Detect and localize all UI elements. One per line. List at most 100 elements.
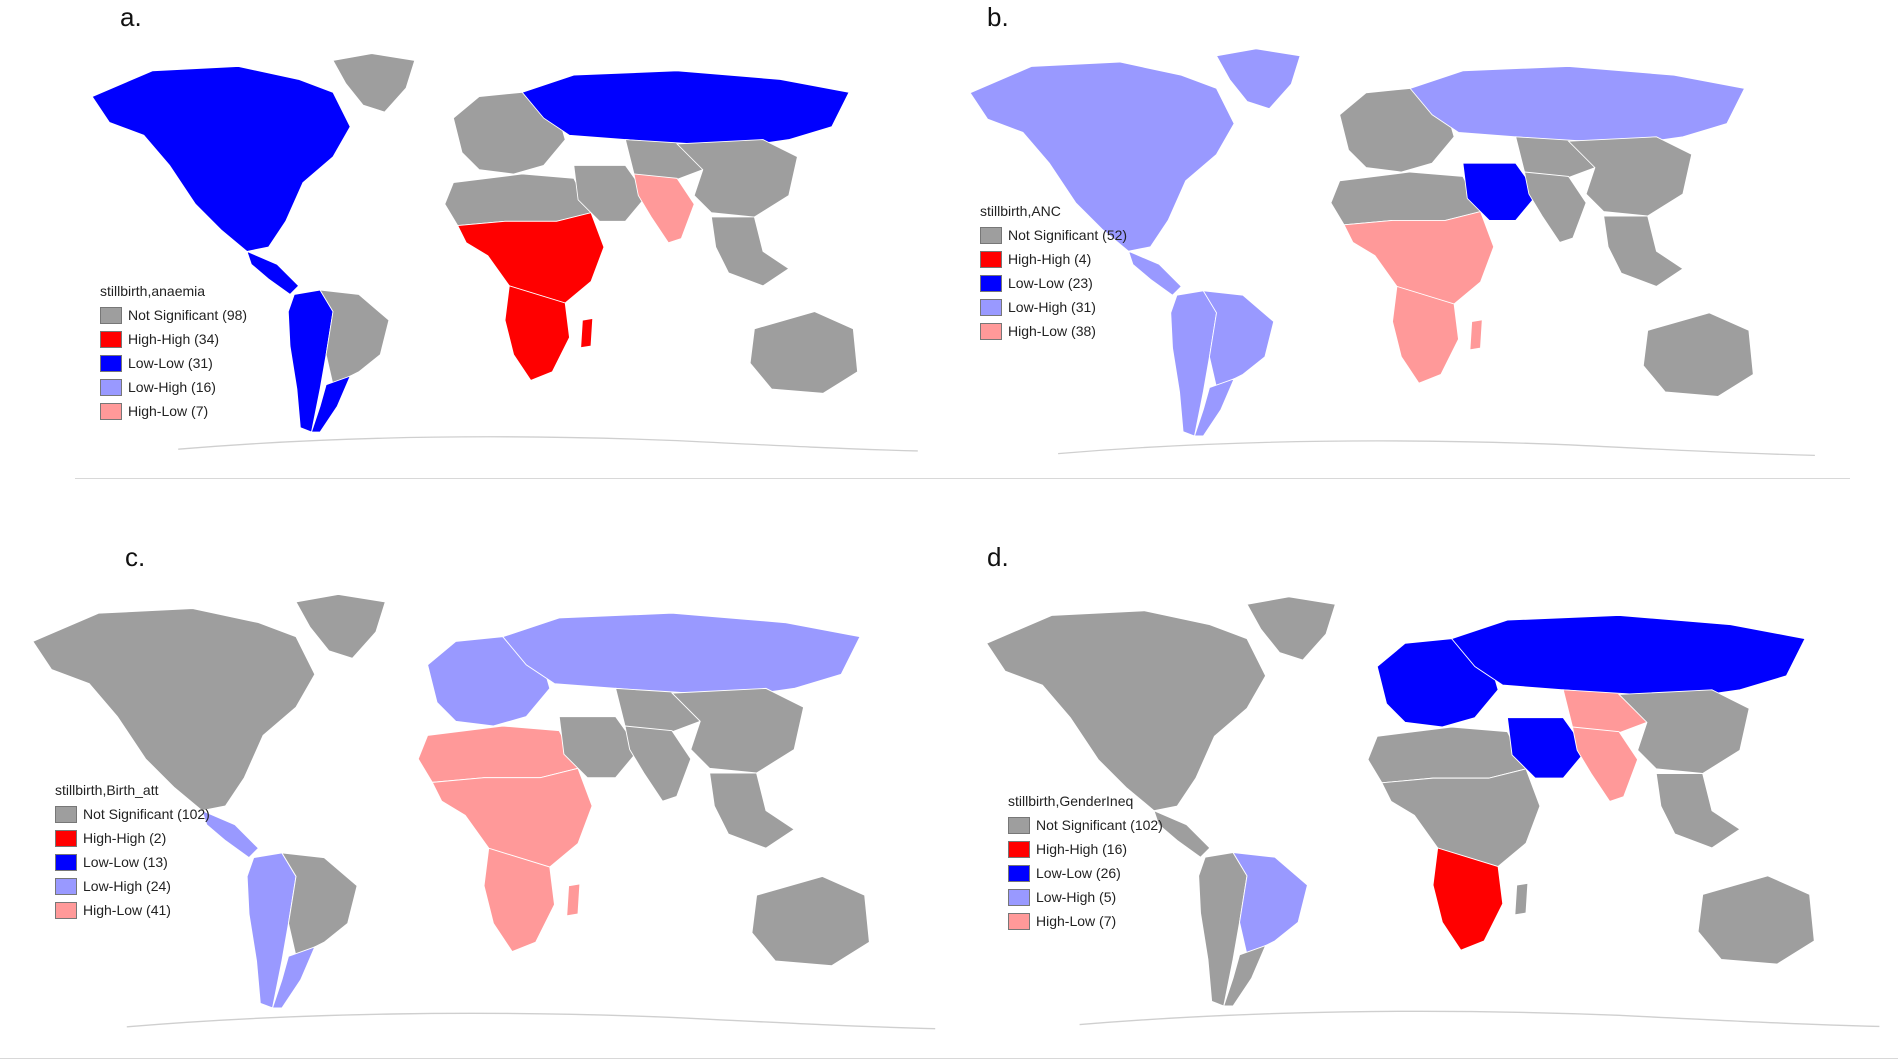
antarctica-outline — [178, 436, 918, 452]
legend-label: High-High (34) — [128, 331, 220, 347]
region-greenland — [1215, 48, 1301, 110]
legend-label: High-High (4) — [1008, 251, 1092, 267]
legend-label: High-Low (7) — [128, 403, 209, 419]
legend-swatch — [1008, 888, 1030, 906]
legend-swatch — [100, 330, 122, 348]
legend-swatch — [1008, 864, 1030, 882]
legend-item: Not Significant (52) — [980, 223, 1127, 247]
legend-title: stillbirth,ANC — [980, 203, 1061, 219]
region-sub-saharan-africa — [1381, 768, 1541, 872]
legend-item: Low-High (16) — [100, 375, 247, 399]
region-southern-africa — [504, 285, 570, 381]
legend-label: Not Significant (102) — [1036, 817, 1163, 833]
region-south-asia — [1571, 726, 1639, 802]
world-map — [985, 596, 1880, 1028]
legend-label: High-High (2) — [83, 830, 167, 846]
region-china — [1567, 136, 1693, 217]
region-southern-africa — [1392, 285, 1459, 384]
region-china — [1617, 689, 1750, 774]
legend-label: Low-High (24) — [83, 878, 171, 894]
region-southern-africa — [483, 847, 555, 953]
region-madagascar — [1469, 319, 1483, 351]
region-australia — [751, 875, 870, 967]
legend-item: Not Significant (102) — [55, 802, 210, 826]
legend-swatch — [55, 877, 77, 895]
map-baseline — [935, 478, 1850, 479]
legend-item: Low-Low (13) — [55, 850, 210, 874]
map-legend: stillbirth,GenderIneq Not Significant (1… — [1008, 793, 1163, 933]
region-southeast-asia — [1603, 215, 1684, 287]
region-sub-saharan-africa — [457, 212, 605, 308]
panel-label: a. — [120, 2, 142, 32]
legend-item: High-Low (38) — [980, 319, 1127, 343]
legend-title: stillbirth,anaemia — [100, 283, 206, 299]
region-middle-east — [1462, 162, 1539, 221]
region-russia — [1450, 614, 1806, 700]
antarctica-outline — [1079, 1010, 1880, 1028]
region-greenland — [1246, 596, 1336, 661]
region-greenland — [332, 53, 416, 113]
region-sub-saharan-africa — [431, 767, 593, 873]
legend-swatch — [55, 805, 77, 823]
legend-swatch — [980, 322, 1002, 340]
legend-label: Low-High (31) — [1008, 299, 1096, 315]
legend-label: Not Significant (102) — [83, 806, 210, 822]
region-southeast-asia — [710, 216, 790, 287]
legend-item: High-High (16) — [1008, 837, 1163, 861]
legend-title: stillbirth,Birth_att — [55, 782, 159, 798]
legend-item: Low-High (5) — [1008, 885, 1163, 909]
antarctica-outline — [1058, 440, 1815, 457]
map-baseline — [75, 478, 935, 479]
region-russia — [501, 612, 861, 699]
region-central-america — [1127, 250, 1182, 296]
legend-swatch — [1008, 912, 1030, 930]
region-south-america-east — [281, 852, 358, 957]
legend-label: High-Low (41) — [83, 902, 171, 918]
region-russia — [1409, 65, 1746, 147]
legend-label: Low-Low (26) — [1036, 865, 1121, 881]
legend-item: Low-Low (26) — [1008, 861, 1163, 885]
region-europe — [1376, 638, 1499, 728]
legend-title: stillbirth,GenderIneq — [1008, 793, 1134, 809]
region-southern-africa — [1432, 847, 1504, 951]
region-greenland — [295, 593, 386, 659]
legend-label: High-Low (38) — [1008, 323, 1096, 339]
legend-item: Low-Low (23) — [980, 271, 1127, 295]
legend-item: Not Significant (98) — [100, 303, 247, 327]
legend-item: High-Low (7) — [1008, 909, 1163, 933]
antarctica-outline — [126, 1012, 936, 1030]
region-china — [670, 687, 805, 774]
region-south-america-south — [1223, 944, 1267, 1007]
region-south-america-east — [1202, 290, 1275, 389]
legend-swatch — [55, 829, 77, 847]
legend-label: Low-High (16) — [128, 379, 216, 395]
legend-label: Low-Low (23) — [1008, 275, 1093, 291]
region-russia — [521, 70, 850, 149]
region-europe — [452, 91, 566, 175]
legend-swatch — [980, 274, 1002, 292]
legend-swatch — [55, 901, 77, 919]
region-south-asia — [624, 725, 692, 802]
region-south-america-south — [310, 375, 351, 433]
region-europe — [1339, 87, 1455, 173]
map-baseline — [968, 1058, 1898, 1059]
legend-label: High-Low (7) — [1036, 913, 1117, 929]
region-north-america — [985, 610, 1267, 812]
region-china — [676, 139, 798, 218]
region-south-america-east — [1232, 851, 1308, 956]
region-middle-east — [1506, 717, 1588, 779]
region-south-america-east — [319, 289, 390, 386]
legend-swatch — [980, 250, 1002, 268]
legend-swatch — [1008, 816, 1030, 834]
legend-swatch — [1008, 840, 1030, 858]
legend-label: Low-Low (13) — [83, 854, 168, 870]
legend-swatch — [100, 402, 122, 420]
region-madagascar — [1514, 882, 1529, 916]
map-legend: stillbirth,ANC Not Significant (52) High-… — [980, 203, 1127, 343]
legend-label: High-High (16) — [1036, 841, 1128, 857]
region-madagascar — [566, 883, 581, 917]
region-north-america — [91, 66, 351, 252]
region-australia — [749, 311, 859, 394]
legend-item: High-Low (7) — [100, 399, 247, 423]
legend-item: High-High (4) — [980, 247, 1127, 271]
